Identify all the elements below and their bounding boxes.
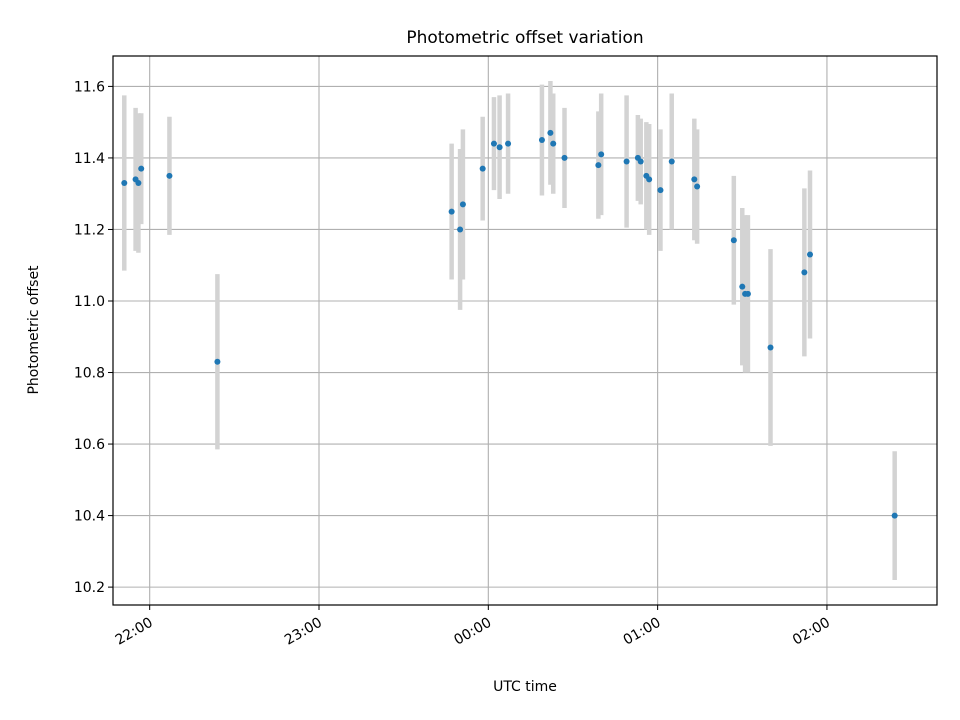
data-point <box>691 176 698 183</box>
data-point <box>121 179 128 186</box>
data-point <box>767 344 774 351</box>
data-point <box>657 187 664 194</box>
data-point <box>138 165 145 172</box>
y-tick-label: 11.0 <box>74 294 105 310</box>
chart-title: Photometric offset variation <box>406 28 643 48</box>
data-point <box>166 172 173 179</box>
data-point <box>457 226 464 233</box>
data-point <box>214 358 221 365</box>
data-point <box>598 151 605 158</box>
data-point <box>668 158 675 165</box>
y-tick-label: 10.2 <box>74 580 105 596</box>
data-point <box>730 237 737 244</box>
data-point <box>694 183 701 190</box>
y-tick-label: 11.6 <box>74 79 105 95</box>
data-point <box>891 512 898 519</box>
data-points <box>121 129 898 519</box>
axes-frame <box>112 55 938 606</box>
data-point <box>490 140 497 147</box>
data-point <box>547 129 554 136</box>
data-point <box>448 208 455 215</box>
data-point <box>739 283 746 290</box>
y-tick-label: 11.4 <box>74 151 105 167</box>
grid <box>113 56 937 605</box>
data-point <box>637 158 644 165</box>
data-point <box>561 154 568 161</box>
data-point <box>623 158 630 165</box>
y-axis-ticks: 10.2 10.4 10.6 10.8 11.0 11.2 11.4 11.6 <box>74 79 113 596</box>
x-axis-label: UTC time <box>493 679 557 695</box>
data-point <box>801 269 808 276</box>
data-point <box>479 165 486 172</box>
data-point <box>538 137 545 144</box>
y-axis-label: Photometric offset <box>26 265 42 395</box>
data-point <box>550 140 557 147</box>
y-tick-label: 10.4 <box>74 509 105 525</box>
data-point <box>646 176 653 183</box>
data-point <box>807 251 814 258</box>
data-point <box>744 290 751 297</box>
data-point <box>459 201 466 208</box>
y-tick-label: 10.8 <box>74 366 105 382</box>
data-point <box>496 144 503 151</box>
data-point <box>505 140 512 147</box>
data-point <box>135 179 142 186</box>
data-point <box>595 162 602 169</box>
y-tick-label: 11.2 <box>74 222 105 238</box>
y-tick-label: 10.6 <box>74 437 105 453</box>
